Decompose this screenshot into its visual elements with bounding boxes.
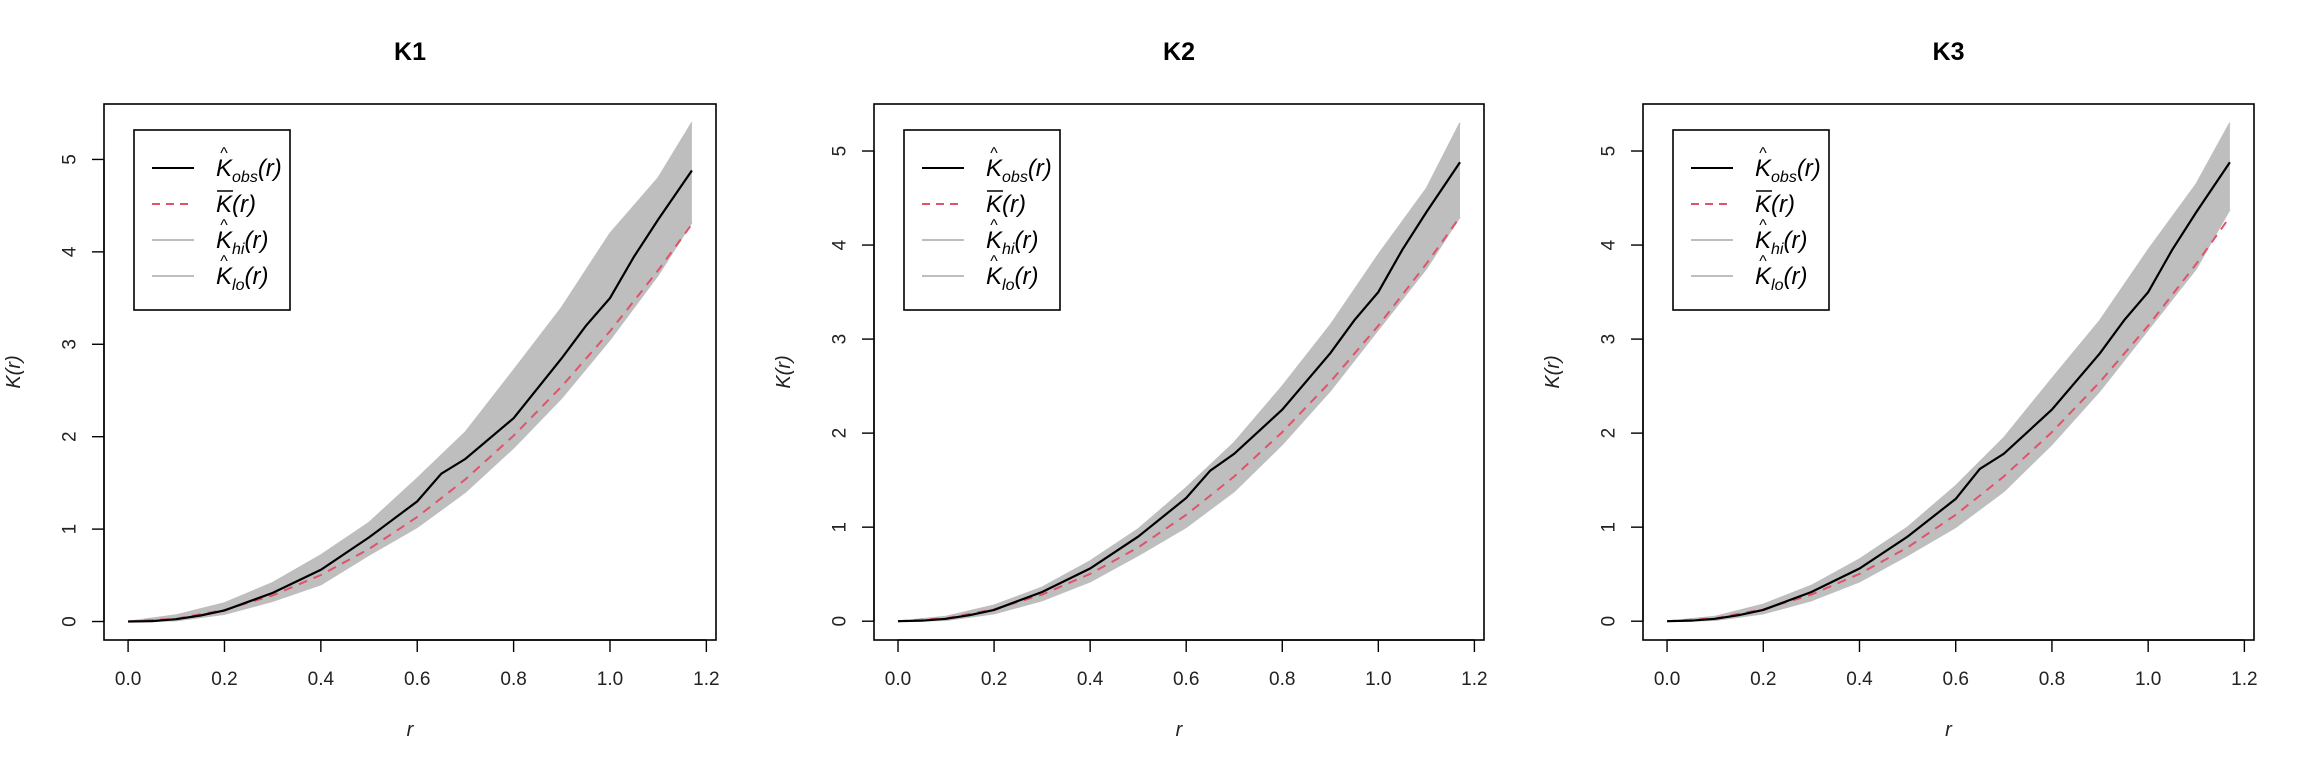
legend-hat-glyph: ^ (1759, 145, 1767, 162)
legend-entry: Khi(r) (1755, 227, 1807, 258)
legend: Kobs(r)^K(r)Khi(r)^Klo(r)^ (1672, 129, 1830, 311)
x-axis-label: r (407, 719, 415, 741)
x-tick-label: 0.6 (1173, 669, 1199, 690)
envelope-band (1667, 122, 2230, 622)
series-line-lo (128, 221, 693, 623)
legend-entry: K(r) (1755, 191, 1795, 218)
x-tick-label: 1.0 (1365, 669, 1391, 690)
y-tick-label: 4 (60, 246, 81, 257)
legend-box (133, 129, 291, 311)
legend-entry: Khi(r) (216, 227, 268, 258)
chart-title: K2 (1163, 38, 1195, 66)
x-tick-label: 1.0 (2135, 669, 2161, 690)
x-tick-label: 0.8 (500, 669, 526, 690)
legend-entry: Klo(r) (216, 263, 268, 294)
series-line-lo (1667, 208, 2231, 622)
x-tick-label: 0.2 (211, 669, 237, 690)
x-tick-label: 0.6 (404, 669, 430, 690)
y-tick-label: 3 (1599, 334, 1620, 345)
y-tick-label: 0 (830, 616, 851, 627)
legend-hat-glyph: ^ (990, 217, 998, 234)
y-axis-label: K(r) (1542, 355, 1564, 388)
panel-1: K1 0.0 0.2 0.4 0.6 0.8 1.0 1.2 0 1 2 3 4 5 r K(r) Kobs(r… (3, 38, 720, 741)
panel-2: K2 0.0 0.2 0.4 0.6 0.8 1.0 1.2 0 1 2 3 4 5 r K(r) Kobs(r… (773, 38, 1488, 741)
y-axis-label: K(r) (3, 355, 25, 388)
chart-title: K1 (394, 38, 426, 66)
legend-hat-glyph: ^ (220, 145, 228, 162)
legend-entry: Kobs(r) (216, 155, 282, 186)
y-tick-label: 0 (60, 616, 81, 627)
legend-hat-glyph: ^ (1759, 253, 1767, 270)
series-line-observed (128, 169, 693, 623)
legend: Kobs(r)^K(r)Khi(r)^Klo(r)^ (903, 129, 1061, 311)
x-tick-label: 0.6 (1943, 669, 1969, 690)
y-tick-label: 3 (830, 334, 851, 345)
y-tick-label: 2 (1599, 428, 1620, 439)
y-tick-label: 1 (1599, 522, 1620, 533)
y-axis-label: K(r) (773, 355, 795, 388)
x-tick-label: 0.2 (981, 669, 1007, 690)
x-tick-label: 0.4 (1846, 669, 1873, 690)
chart-title: K3 (1933, 38, 1965, 66)
legend-hat-glyph: ^ (990, 145, 998, 162)
x-tick-label: 0.4 (1077, 669, 1104, 690)
y-tick-label: 0 (1599, 616, 1620, 627)
series-line-hi (1667, 122, 2231, 622)
legend-entry: K(r) (216, 191, 256, 218)
y-tick-label: 5 (60, 154, 81, 165)
legend-hat-glyph: ^ (220, 253, 228, 270)
legend-hat-glyph: ^ (990, 253, 998, 270)
legend-box (1672, 129, 1830, 311)
y-tick-label: 2 (830, 428, 851, 439)
x-axis-label: r (1176, 719, 1184, 741)
x-tick-label: 0.0 (1654, 669, 1680, 690)
legend-hat-glyph: ^ (220, 217, 228, 234)
y-tick-label: 1 (60, 524, 81, 535)
envelope-band (128, 122, 692, 622)
legend: Kobs(r)^K(r)Khi(r)^Klo(r)^ (133, 129, 291, 311)
legend-box (903, 129, 1061, 311)
y-tick-label: 5 (1599, 146, 1620, 157)
x-tick-label: 0.8 (2039, 669, 2065, 690)
x-tick-label: 1.2 (2231, 669, 2257, 690)
panel-3: K3 0.0 0.2 0.4 0.6 0.8 1.0 1.2 0 1 2 3 4 5 r K(r) Kobs(r… (1542, 38, 2258, 741)
series-line-hi (897, 122, 1461, 622)
x-tick-label: 0.8 (1269, 669, 1295, 690)
x-tick-label: 0.0 (885, 669, 911, 690)
series-line-lo (897, 216, 1461, 622)
legend-entry: Klo(r) (986, 263, 1038, 294)
y-tick-label: 4 (830, 239, 851, 250)
x-tick-label: 1.2 (693, 669, 719, 690)
series-line-observed (897, 161, 1461, 623)
legend-entry: Kobs(r) (986, 155, 1052, 186)
x-tick-label: 0.4 (308, 669, 335, 690)
x-tick-label: 0.0 (115, 669, 141, 690)
x-tick-label: 1.0 (597, 669, 623, 690)
x-tick-label: 0.2 (1750, 669, 1776, 690)
legend-hat-glyph: ^ (1759, 217, 1767, 234)
legend-entry: Kobs(r) (1755, 155, 1821, 186)
envelope-band (898, 122, 1460, 622)
y-tick-label: 3 (60, 339, 81, 350)
y-tick-label: 4 (1599, 239, 1620, 250)
legend-entry: Klo(r) (1755, 263, 1807, 294)
y-tick-label: 1 (830, 522, 851, 533)
series-line-hi (127, 122, 693, 623)
series-line-observed (1667, 161, 2231, 623)
legend-entry: Khi(r) (986, 227, 1038, 258)
y-tick-label: 2 (60, 431, 81, 442)
y-tick-label: 5 (830, 146, 851, 157)
x-tick-label: 1.2 (1461, 669, 1487, 690)
x-axis-label: r (1945, 719, 1953, 741)
legend-entry: K(r) (986, 191, 1026, 218)
